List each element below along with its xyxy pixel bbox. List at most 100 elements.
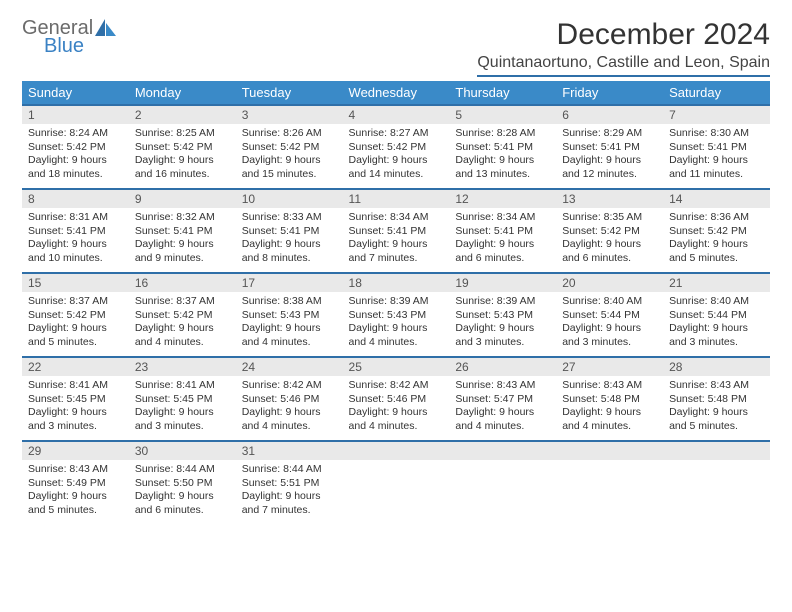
day-detail: Sunrise: 8:41 AMSunset: 5:45 PMDaylight:… [22,376,129,440]
day-detail: Sunrise: 8:34 AMSunset: 5:41 PMDaylight:… [343,208,450,272]
page-header: General Blue December 2024 Quintanaortun… [22,18,770,77]
sunrise-line: Sunrise: 8:37 AM [28,295,123,309]
calendar-cell: 10Sunrise: 8:33 AMSunset: 5:41 PMDayligh… [236,188,343,272]
sunset-line: Sunset: 5:51 PM [242,477,337,491]
day-detail: Sunrise: 8:41 AMSunset: 5:45 PMDaylight:… [129,376,236,440]
day-detail: Sunrise: 8:43 AMSunset: 5:48 PMDaylight:… [556,376,663,440]
daylight-line: Daylight: 9 hours and 3 minutes. [669,322,764,349]
calendar-cell: 7Sunrise: 8:30 AMSunset: 5:41 PMDaylight… [663,104,770,188]
day-number: 21 [663,272,770,292]
day-detail: Sunrise: 8:43 AMSunset: 5:48 PMDaylight:… [663,376,770,440]
calendar-cell: 30Sunrise: 8:44 AMSunset: 5:50 PMDayligh… [129,440,236,524]
sunset-line: Sunset: 5:48 PM [562,393,657,407]
sunrise-line: Sunrise: 8:39 AM [455,295,550,309]
daylight-line: Daylight: 9 hours and 4 minutes. [135,322,230,349]
day-number: 3 [236,104,343,124]
calendar-cell: 20Sunrise: 8:40 AMSunset: 5:44 PMDayligh… [556,272,663,356]
day-detail: Sunrise: 8:44 AMSunset: 5:50 PMDaylight:… [129,460,236,524]
calendar-header-row: SundayMondayTuesdayWednesdayThursdayFrid… [22,81,770,104]
calendar-cell: 9Sunrise: 8:32 AMSunset: 5:41 PMDaylight… [129,188,236,272]
day-number: 31 [236,440,343,460]
day-number: 17 [236,272,343,292]
sunset-line: Sunset: 5:41 PM [28,225,123,239]
day-number: 23 [129,356,236,376]
month-title: December 2024 [477,18,770,52]
calendar-cell: 28Sunrise: 8:43 AMSunset: 5:48 PMDayligh… [663,356,770,440]
daylight-line: Daylight: 9 hours and 4 minutes. [562,406,657,433]
day-detail: Sunrise: 8:28 AMSunset: 5:41 PMDaylight:… [449,124,556,188]
sunrise-line: Sunrise: 8:39 AM [349,295,444,309]
daylight-line: Daylight: 9 hours and 5 minutes. [669,406,764,433]
weekday-header: Thursday [449,81,556,104]
day-number: 2 [129,104,236,124]
day-number: 1 [22,104,129,124]
calendar-cell: 15Sunrise: 8:37 AMSunset: 5:42 PMDayligh… [22,272,129,356]
day-detail: Sunrise: 8:39 AMSunset: 5:43 PMDaylight:… [449,292,556,356]
calendar-cell: 21Sunrise: 8:40 AMSunset: 5:44 PMDayligh… [663,272,770,356]
calendar-cell: 4Sunrise: 8:27 AMSunset: 5:42 PMDaylight… [343,104,450,188]
calendar-cell: 12Sunrise: 8:34 AMSunset: 5:41 PMDayligh… [449,188,556,272]
calendar-cell [663,440,770,524]
sunrise-line: Sunrise: 8:25 AM [135,127,230,141]
daylight-line: Daylight: 9 hours and 6 minutes. [455,238,550,265]
title-block: December 2024 Quintanaortuno, Castille a… [477,18,770,77]
sunrise-line: Sunrise: 8:26 AM [242,127,337,141]
day-number: 7 [663,104,770,124]
weekday-header: Tuesday [236,81,343,104]
sunset-line: Sunset: 5:43 PM [242,309,337,323]
sunrise-line: Sunrise: 8:36 AM [669,211,764,225]
calendar-cell: 3Sunrise: 8:26 AMSunset: 5:42 PMDaylight… [236,104,343,188]
sunset-line: Sunset: 5:41 PM [455,141,550,155]
sunset-line: Sunset: 5:41 PM [242,225,337,239]
day-detail: Sunrise: 8:25 AMSunset: 5:42 PMDaylight:… [129,124,236,188]
day-number: 4 [343,104,450,124]
day-detail: Sunrise: 8:29 AMSunset: 5:41 PMDaylight:… [556,124,663,188]
day-number: 30 [129,440,236,460]
brand-logo: General Blue [22,18,117,56]
sunset-line: Sunset: 5:46 PM [349,393,444,407]
sunset-line: Sunset: 5:44 PM [669,309,764,323]
calendar-cell: 22Sunrise: 8:41 AMSunset: 5:45 PMDayligh… [22,356,129,440]
calendar-table: SundayMondayTuesdayWednesdayThursdayFrid… [22,81,770,524]
day-number: 14 [663,188,770,208]
day-detail: Sunrise: 8:32 AMSunset: 5:41 PMDaylight:… [129,208,236,272]
sunset-line: Sunset: 5:43 PM [455,309,550,323]
sunset-line: Sunset: 5:41 PM [135,225,230,239]
day-number: 9 [129,188,236,208]
day-detail: Sunrise: 8:44 AMSunset: 5:51 PMDaylight:… [236,460,343,524]
day-detail: Sunrise: 8:33 AMSunset: 5:41 PMDaylight:… [236,208,343,272]
sunrise-line: Sunrise: 8:24 AM [28,127,123,141]
calendar-cell: 8Sunrise: 8:31 AMSunset: 5:41 PMDaylight… [22,188,129,272]
day-number: 5 [449,104,556,124]
sunset-line: Sunset: 5:42 PM [28,141,123,155]
calendar-cell [556,440,663,524]
sunset-line: Sunset: 5:45 PM [135,393,230,407]
brand-word-2: Blue [22,36,117,56]
daylight-line: Daylight: 9 hours and 5 minutes. [28,322,123,349]
daylight-line: Daylight: 9 hours and 3 minutes. [455,322,550,349]
weekday-header: Wednesday [343,81,450,104]
calendar-cell: 2Sunrise: 8:25 AMSunset: 5:42 PMDaylight… [129,104,236,188]
calendar-body: 1 Sunrise: 8:24 AMSunset: 5:42 PM Daylight… [22,104,770,524]
calendar-week-row: 22Sunrise: 8:41 AMSunset: 5:45 PMDayligh… [22,356,770,440]
day-detail: Sunrise: 8:39 AMSunset: 5:43 PMDaylight:… [343,292,450,356]
day-number: 11 [343,188,450,208]
sunrise-line: Sunrise: 8:41 AM [135,379,230,393]
daylight-line: Daylight: 9 hours and 3 minutes. [135,406,230,433]
sunset-line: Sunset: 5:46 PM [242,393,337,407]
calendar-cell: 25Sunrise: 8:42 AMSunset: 5:46 PMDayligh… [343,356,450,440]
calendar-cell: 16Sunrise: 8:37 AMSunset: 5:42 PMDayligh… [129,272,236,356]
day-detail: Sunrise: 8:43 AMSunset: 5:47 PMDaylight:… [449,376,556,440]
day-number: 16 [129,272,236,292]
day-detail: Sunrise: 8:42 AMSunset: 5:46 PMDaylight:… [343,376,450,440]
daylight-line: Daylight: 9 hours and 4 minutes. [242,322,337,349]
sunrise-line: Sunrise: 8:42 AM [242,379,337,393]
day-number: 27 [556,356,663,376]
day-number: 10 [236,188,343,208]
sunrise-line: Sunrise: 8:32 AM [135,211,230,225]
day-detail: Sunrise: 8:34 AMSunset: 5:41 PMDaylight:… [449,208,556,272]
day-detail: Sunrise: 8:37 AMSunset: 5:42 PMDaylight:… [129,292,236,356]
calendar-cell: 13Sunrise: 8:35 AMSunset: 5:42 PMDayligh… [556,188,663,272]
sunrise-line: Sunrise: 8:40 AM [562,295,657,309]
empty-day [449,440,556,460]
